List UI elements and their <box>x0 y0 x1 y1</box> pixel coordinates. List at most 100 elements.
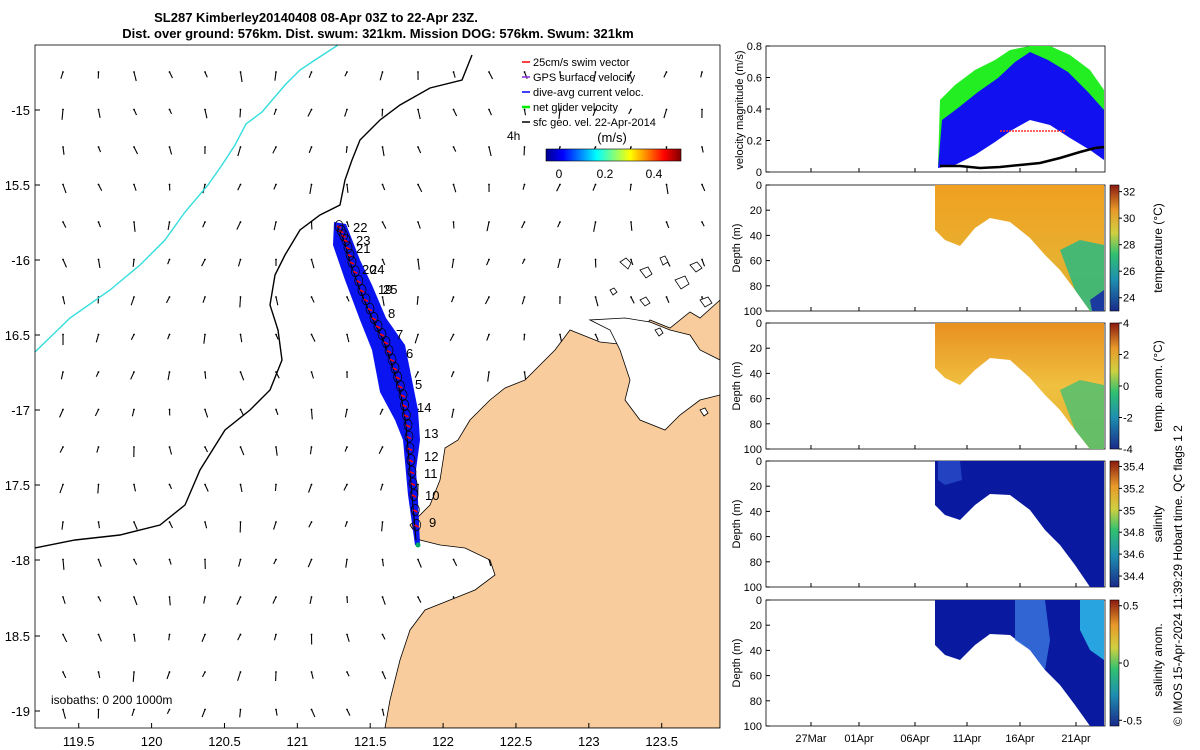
velocity-arrow <box>630 259 634 266</box>
swim-vector <box>397 385 403 389</box>
velocity-arrow <box>204 409 209 418</box>
velocity-arrow-base <box>346 371 348 373</box>
velocity-ytick-label: 0.4 <box>747 104 762 116</box>
velocity-arrow <box>201 259 206 267</box>
velocity-arrow-base <box>310 521 313 523</box>
temperature-cool-patch <box>1060 240 1104 311</box>
velocity-arrow <box>130 371 135 380</box>
velocity-arrow <box>97 259 101 269</box>
velocity-arrow-base <box>168 71 171 73</box>
depth-ytick-label: 40 <box>750 368 762 380</box>
date-tick-label: 01Apr <box>844 733 874 745</box>
isobaths-note: isobaths: 0 200 1000m <box>51 693 172 707</box>
velocity-arrow-base <box>62 446 64 448</box>
swim-vector <box>405 424 411 428</box>
colorbar-tick-label: 28 <box>1123 240 1135 252</box>
velocity-arrow <box>204 521 208 529</box>
velocity-arrow-base <box>97 146 100 148</box>
velocity-arrow-base <box>559 108 561 111</box>
velocity-arrow-base <box>452 596 455 598</box>
legend-sfc-geo: sfc geo. vel. 22-Apr-2014 <box>533 117 656 129</box>
date-tick-label: 06Apr <box>900 733 930 745</box>
map-ytick-label: -17 <box>11 403 30 418</box>
depth-ytick-label: 80 <box>750 696 762 708</box>
velocity-arrow-base <box>452 108 455 111</box>
velocity-arrow-base <box>346 333 348 336</box>
date-tick-label: 21Apr <box>1061 733 1091 745</box>
velocity-arrow-base <box>310 371 313 373</box>
depth-ytick-label: 20 <box>750 620 762 632</box>
velocity-arrow-base <box>630 258 632 261</box>
velocity-arrow-base <box>523 71 526 73</box>
velocity-arrow <box>202 296 206 303</box>
dive-loop <box>369 312 379 324</box>
velocity-arrow-base <box>594 108 597 111</box>
velocity-arrow-base <box>523 371 526 373</box>
colorbar-tick-label: -4 <box>1123 444 1133 456</box>
isobath-200m <box>35 54 473 549</box>
velocity-arrow <box>381 259 386 266</box>
velocity-arrow <box>62 559 65 570</box>
velocity-arrow-base <box>275 408 277 411</box>
temperature-deep-patch <box>1090 290 1104 311</box>
velocity-arrow-base <box>665 71 668 73</box>
velocity-arrow <box>239 334 243 343</box>
velocity-arrow <box>133 634 136 642</box>
dive-loop <box>404 430 414 443</box>
velocity-arrow-base <box>204 446 206 448</box>
velocity-arrow-base <box>381 558 384 561</box>
dive-loop <box>361 293 371 306</box>
temperature-panel: 0 20 40 60 80 100 Depth (m) 24 26 28 30 32 temperat… <box>731 180 1165 318</box>
velocity-arrow-base <box>346 296 348 298</box>
velocity-arrow-base <box>168 146 171 148</box>
velocity-arrow <box>204 371 207 379</box>
velocity-arrow-base <box>204 483 206 486</box>
velocity-arrow-base <box>239 483 242 486</box>
velocity-arrow <box>131 709 135 717</box>
velocity-arrow-base <box>168 633 171 636</box>
velocity-arrow-base <box>381 221 384 223</box>
dive-loop <box>405 442 415 455</box>
velocity-arrow-base <box>594 71 597 73</box>
track-day-label: 22 <box>353 220 367 235</box>
track-day-label: 24 <box>370 262 384 277</box>
velocity-arrow <box>453 109 458 117</box>
velocity-arrow <box>62 296 66 305</box>
velocity-arrow <box>273 109 277 115</box>
velocity-arrow-base <box>239 671 242 673</box>
velocity-arrow-base <box>97 446 100 448</box>
velocity-arrow <box>59 484 64 494</box>
velocity-arrow-base <box>417 146 419 148</box>
velocity-arrow <box>417 559 422 568</box>
velocity-arrow <box>62 259 67 268</box>
velocity-arrow-base <box>204 671 206 673</box>
velocity-arrow <box>310 709 316 718</box>
velocity-arrow <box>97 109 101 119</box>
dive-loop <box>412 519 422 531</box>
velocity-arrow <box>487 371 490 382</box>
velocity-arrow <box>274 71 277 81</box>
velocity-arrow-base <box>133 333 135 336</box>
map-ytick-label: 15.5 <box>5 178 30 193</box>
velocity-arrow-base <box>488 221 490 223</box>
map-legend: 25cm/s swim vector GPS surface velocity … <box>507 57 682 181</box>
velocity-arrow <box>201 634 206 643</box>
velocity-arrow <box>274 484 277 491</box>
velocity-arrow <box>701 146 704 153</box>
velocity-arrow <box>60 71 64 79</box>
velocity-arrow-base <box>275 108 277 111</box>
isobath-1000m <box>35 45 339 353</box>
velocity-arrow-base <box>417 558 419 561</box>
map-xtick-label: 120 <box>141 734 163 749</box>
depth-ytick-label: 20 <box>750 205 762 217</box>
velocity-arrow-base <box>701 146 703 148</box>
velocity-arrow-base <box>168 446 171 448</box>
dive-loop <box>350 265 360 278</box>
swim-vector <box>400 394 406 398</box>
velocity-arrow-base <box>559 71 561 73</box>
swim-vector <box>379 333 385 337</box>
velocity-arrow-base <box>310 483 313 486</box>
velocity-arrow-base <box>346 521 348 523</box>
velocity-arrow <box>237 259 242 267</box>
velocity-arrow-base <box>239 183 242 186</box>
